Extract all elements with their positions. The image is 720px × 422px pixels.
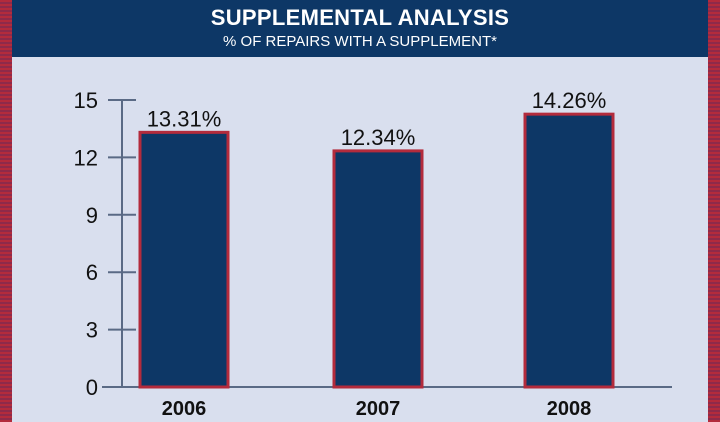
bar-chart: 0 3 6 9 12 15 13.31% 2006 12.34% 2007 14.26% 2008 — [74, 88, 672, 420]
y-tick-label: 15 — [74, 88, 98, 113]
bar-2008 — [523, 112, 615, 389]
category-label-2006: 2006 — [162, 398, 207, 420]
y-tick-label: 12 — [74, 145, 98, 170]
category-label-2007: 2007 — [356, 398, 401, 420]
category-label-2008: 2008 — [547, 398, 592, 420]
y-tick-label: 0 — [86, 375, 98, 400]
data-label-2007: 12.34% — [341, 125, 416, 150]
chart-panel: 0 3 6 9 12 15 13.31% 2006 12.34% 2007 14.26% 2008 — [12, 57, 708, 422]
chart-header: SUPPLEMENTAL ANALYSIS % OF REPAIRS WITH … — [12, 0, 708, 57]
chart-subtitle: % OF REPAIRS WITH A SUPPLEMENT* — [223, 33, 497, 50]
chart-title: SUPPLEMENTAL ANALYSIS — [210, 5, 510, 30]
bar-2007 — [332, 149, 424, 389]
y-tick-label: 9 — [86, 203, 98, 228]
y-tick-label: 6 — [86, 260, 98, 285]
data-label-2008: 14.26% — [532, 88, 607, 113]
data-label-2006: 13.31% — [147, 106, 222, 131]
y-tick-label: 3 — [86, 318, 98, 343]
bar-2006 — [138, 130, 230, 389]
